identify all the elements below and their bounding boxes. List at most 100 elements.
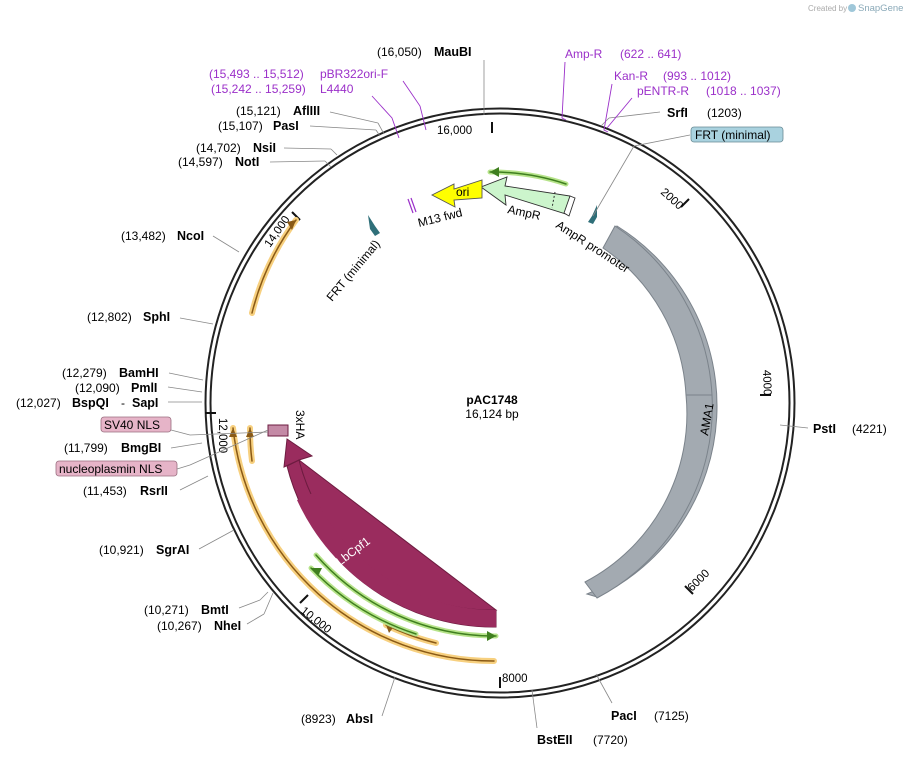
frt-boxed-label: FRT (minimal)	[695, 128, 771, 142]
feature-m13-mark-2	[410, 197, 417, 213]
feature-ampr-tail	[563, 195, 576, 217]
primer-pentr-pos: (1018 .. 1037)	[706, 84, 781, 98]
feature-ampr-divider	[551, 191, 556, 209]
enzyme-noti[interactable]: NotI	[235, 155, 259, 169]
nucleoplasmin-nls-label: nucleoplasmin NLS	[59, 462, 162, 476]
backbone-outer	[204, 107, 796, 699]
credit-prefix: Created by	[808, 4, 847, 13]
tick-12000: 12,000	[216, 418, 228, 453]
enzyme-noti-pos: (14,597)	[178, 155, 223, 169]
enzyme-bmti-pos: (10,271)	[144, 603, 189, 617]
sv40-nls-badge[interactable]	[100, 416, 172, 433]
tick-6000: 6000	[686, 568, 713, 595]
primer-labels: Amp-R (622 .. 641) Kan-R (993 .. 1012) p…	[209, 47, 781, 98]
feature-frt-inner-label: FRT (minimal)	[324, 237, 383, 304]
enzyme-sgrai[interactable]: SgrAI	[156, 543, 189, 557]
primer-kanr[interactable]: Kan-R	[614, 69, 648, 83]
enzyme-sphi-pos: (12,802)	[87, 310, 132, 324]
feature-frt-inner-mark[interactable]	[368, 215, 380, 236]
enzyme-psti[interactable]: PstI	[813, 422, 836, 436]
credit-brand: SnapGene	[858, 3, 903, 14]
enzyme-nhei[interactable]: NheI	[214, 619, 241, 633]
primer-ampr[interactable]: Amp-R	[565, 47, 603, 61]
enzyme-absi[interactable]: AbsI	[346, 712, 373, 726]
enzyme-nhei-pos: (10,267)	[157, 619, 202, 633]
feature-m13-label: M13 fwd	[416, 205, 463, 230]
enzyme-bspqi[interactable]: BspQI	[72, 396, 109, 410]
plasmid-name: pAC1748	[466, 393, 518, 407]
feature-frt-outer-mark[interactable]	[588, 205, 597, 224]
enzyme-maubi-pos: (16,050)	[377, 45, 422, 59]
nucleoplasmin-nls-badge[interactable]	[55, 460, 178, 477]
sv40-nls-leader	[189, 431, 269, 436]
green-arrowhead-3	[311, 568, 322, 576]
feature-ampr[interactable]	[480, 176, 571, 215]
primer-l4440[interactable]: L4440	[320, 82, 354, 96]
enzyme-bsteii-pos: (7720)	[593, 733, 628, 747]
sv40-nls-label: SV40 NLS	[104, 418, 160, 432]
enzyme-bspqi-sep: -	[121, 396, 125, 410]
primer-l4440-pos: (15,242 .. 15,259)	[211, 82, 306, 96]
primer-kanr-pos: (993 .. 1012)	[663, 69, 731, 83]
enzyme-sphi[interactable]: SphI	[143, 310, 170, 324]
enzyme-afliii-pos: (15,121)	[236, 104, 281, 118]
frt-boxed-badge[interactable]	[690, 126, 784, 143]
enzyme-paci-pos: (7125)	[654, 709, 689, 723]
enzyme-bamhi-pos: (12,279)	[62, 366, 107, 380]
tick-2000: 2000	[658, 186, 685, 212]
orf-arrowhead-2	[229, 428, 237, 437]
enzyme-absi-pos: (8923)	[301, 712, 336, 726]
enzyme-bmgbi-pos: (11,799)	[64, 441, 108, 455]
green-arrowhead-2	[487, 631, 496, 641]
enzyme-nsii[interactable]: NsiI	[253, 141, 276, 155]
feature-m13-mark-1	[407, 198, 414, 214]
enzyme-sapi[interactable]: SapI	[132, 396, 158, 410]
primer-pbr322ori-pos: (15,493 .. 15,512)	[209, 67, 304, 81]
feature-3xha[interactable]	[267, 424, 289, 437]
nucleoplasmin-nls-leader	[189, 429, 269, 466]
enzyme-maubi[interactable]: MauBI	[434, 45, 472, 59]
enzyme-bsteii[interactable]: BstEII	[537, 733, 572, 747]
enzyme-rsrii-pos: (11,453)	[83, 484, 127, 498]
enzyme-paci[interactable]: PacI	[611, 709, 637, 723]
feature-ama1-head[interactable]	[602, 225, 713, 396]
primer-pbr322ori[interactable]: pBR322ori-F	[320, 67, 388, 81]
green-arrowhead-1	[490, 167, 499, 177]
backbone-inner	[209, 112, 791, 694]
feature-3xha-label: 3xHA	[293, 410, 307, 439]
enzyme-bspqi-pos: (12,027)	[16, 396, 61, 410]
enzyme-pmli[interactable]: PmlI	[131, 381, 157, 395]
enzyme-srfi-pos: (1203)	[707, 106, 742, 120]
tick-16000: 16,000	[437, 125, 472, 137]
plasmid-size: 16,124 bp	[465, 407, 519, 421]
enzyme-psti-pos: (4221)	[852, 422, 887, 436]
enzyme-ncoi-pos: (13,482)	[121, 229, 166, 243]
enzyme-ncoi[interactable]: NcoI	[177, 229, 204, 243]
frt-leader	[592, 145, 635, 217]
primer-pentr[interactable]: pENTR-R	[637, 84, 689, 98]
feature-ori-label: ori	[456, 185, 469, 199]
enzyme-labels: (16,050) MauBI SrfI (1203) (15,121) AflI…	[16, 45, 887, 747]
enzyme-bamhi[interactable]: BamHI	[119, 366, 159, 380]
feature-ori[interactable]	[431, 179, 483, 208]
enzyme-bmti[interactable]: BmtI	[201, 603, 229, 617]
enzyme-pasi-pos: (15,107)	[218, 119, 263, 133]
enzyme-srfi[interactable]: SrfI	[667, 106, 688, 120]
tick-4000: 4000	[760, 370, 773, 396]
enzyme-bmgbi[interactable]: BmgBI	[121, 441, 161, 455]
feature-ampr-label: AmpR	[506, 202, 542, 223]
enzyme-rsrii[interactable]: RsrII	[140, 484, 168, 498]
tick-8000: 8000	[502, 673, 528, 685]
enzyme-sgrai-pos: (10,921)	[99, 543, 144, 557]
enzyme-afliii[interactable]: AflIII	[293, 104, 320, 118]
backbone-ticks	[205, 122, 771, 688]
feature-lbcpf1-fill[interactable]	[297, 493, 496, 628]
enzyme-leaders	[167, 60, 809, 729]
feature-ama1-tail[interactable]	[584, 394, 713, 599]
enzyme-nsii-pos: (14,702)	[196, 141, 241, 155]
snapgene-logo-icon	[848, 4, 856, 12]
orf-arrowhead-1	[287, 220, 296, 230]
enzyme-pasi[interactable]: PasI	[273, 119, 299, 133]
enzyme-pmli-pos: (12,090)	[75, 381, 120, 395]
